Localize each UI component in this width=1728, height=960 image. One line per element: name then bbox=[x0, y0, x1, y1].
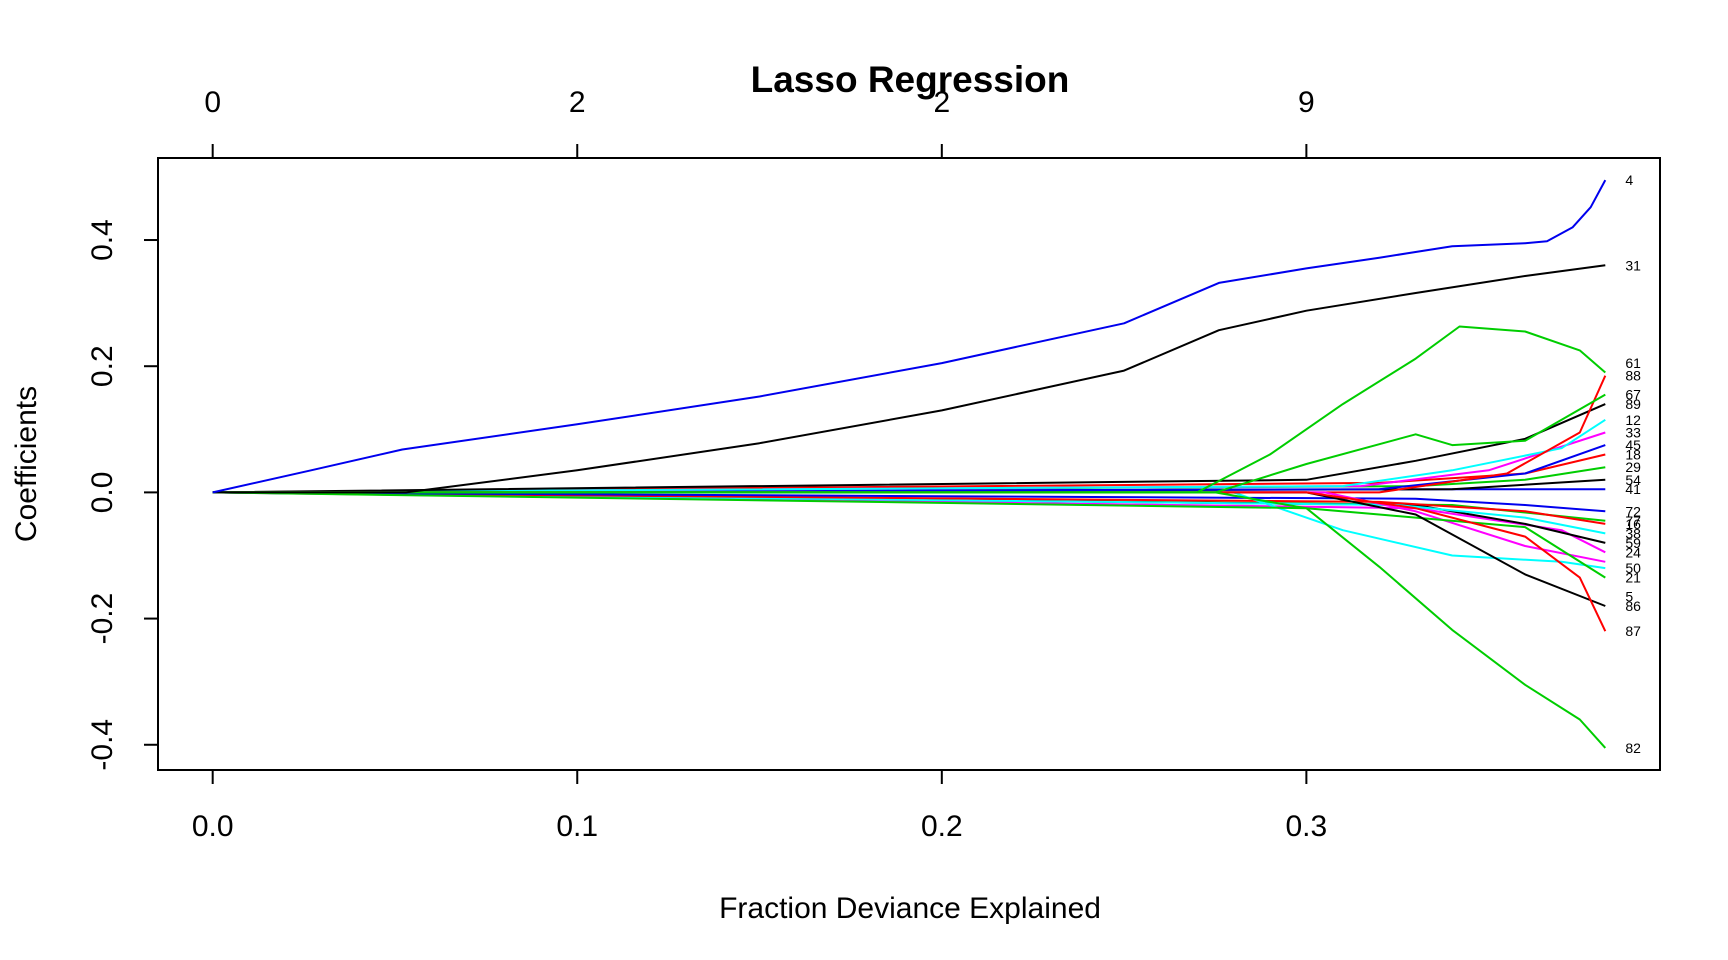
y-axis: -0.4 -0.2 0.0 0.2 0.4 bbox=[86, 219, 159, 771]
series-label: 67 bbox=[1625, 387, 1641, 403]
series-label: 82 bbox=[1625, 740, 1641, 756]
series-label: 4 bbox=[1625, 172, 1633, 188]
top-tick-label: 0 bbox=[204, 86, 221, 119]
y-tick-label: 0.0 bbox=[86, 472, 119, 514]
series-line-16 bbox=[212, 491, 1606, 525]
x-tick-label: 0.0 bbox=[192, 810, 234, 843]
top-tick-label: 2 bbox=[933, 86, 950, 119]
series-line-31 bbox=[212, 264, 1606, 494]
series-label: 41 bbox=[1625, 481, 1641, 497]
series-label: 18 bbox=[1625, 447, 1641, 463]
series-line-88 bbox=[212, 375, 1607, 494]
series-label: 86 bbox=[1625, 598, 1641, 614]
series-line-12 bbox=[212, 418, 1606, 494]
series-lines bbox=[212, 179, 1607, 749]
series-label: 77 bbox=[1625, 513, 1641, 529]
series-label: 38 bbox=[1625, 525, 1641, 541]
y-tick-label: -0.4 bbox=[86, 719, 119, 771]
series-line-87 bbox=[212, 491, 1607, 632]
y-tick-label: 0.2 bbox=[86, 345, 119, 387]
series-line-82 bbox=[212, 491, 1607, 749]
series-label: 61 bbox=[1625, 355, 1641, 371]
series-label: 5 bbox=[1625, 588, 1633, 604]
top-tick-label: 9 bbox=[1298, 86, 1315, 119]
top-tick-label: 2 bbox=[569, 86, 586, 119]
series-label: 59 bbox=[1625, 535, 1641, 551]
series-line-38 bbox=[212, 491, 1606, 535]
x-axis: 0.0 0.1 0.2 0.3 bbox=[192, 769, 1328, 843]
series-line-89 bbox=[212, 403, 1606, 494]
series-label: 21 bbox=[1625, 570, 1641, 586]
y-tick-label: -0.2 bbox=[86, 593, 119, 645]
series-label: 72 bbox=[1625, 503, 1641, 519]
series-label: 29 bbox=[1625, 459, 1641, 475]
series-label: 12 bbox=[1625, 412, 1641, 428]
series-label: 54 bbox=[1625, 472, 1641, 488]
series-label: 50 bbox=[1625, 560, 1641, 576]
series-label: 45 bbox=[1625, 437, 1641, 453]
series-label: 33 bbox=[1625, 424, 1641, 440]
y-axis-label: Coefficients bbox=[10, 386, 43, 542]
series-line-21 bbox=[212, 491, 1606, 579]
chart-title: Lasso Regression bbox=[751, 59, 1070, 100]
series-line-18 bbox=[212, 453, 1606, 494]
series-label: 87 bbox=[1625, 623, 1641, 639]
series-label: 31 bbox=[1625, 257, 1641, 273]
x-axis-label: Fraction Deviance Explained bbox=[719, 892, 1101, 925]
series-label: 88 bbox=[1625, 368, 1641, 384]
x-tick-label: 0.3 bbox=[1286, 810, 1328, 843]
x-tick-label: 0.1 bbox=[556, 810, 598, 843]
series-label: 89 bbox=[1625, 396, 1641, 412]
x-tick-label: 0.2 bbox=[921, 810, 963, 843]
series-line-72 bbox=[212, 491, 1606, 513]
series-line-86 bbox=[212, 491, 1606, 607]
series-label: 16 bbox=[1625, 516, 1641, 532]
series-line-4 bbox=[212, 179, 1607, 494]
series-line-61 bbox=[212, 325, 1606, 494]
series-label: 24 bbox=[1625, 544, 1641, 560]
y-tick-label: 0.4 bbox=[86, 219, 119, 261]
